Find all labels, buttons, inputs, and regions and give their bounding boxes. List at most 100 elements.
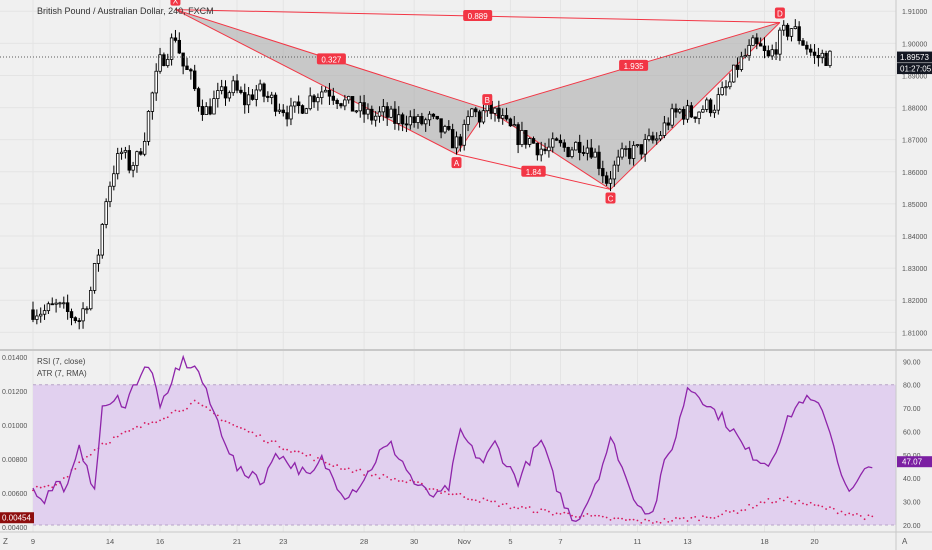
atr-dot — [717, 515, 720, 518]
atr-dot — [66, 475, 69, 478]
price-tick-label: 1.85000 — [902, 202, 927, 209]
atr-dot — [417, 481, 419, 484]
atr-dot — [759, 501, 762, 504]
atr-dot — [782, 499, 785, 502]
atr-dot — [609, 518, 612, 521]
atr-dot — [220, 419, 223, 422]
candle — [266, 91, 270, 103]
candle — [678, 107, 682, 114]
candle — [635, 144, 640, 148]
atr-dot — [463, 496, 466, 498]
atr-dot — [136, 425, 138, 428]
candle — [728, 73, 732, 90]
candle — [200, 99, 205, 121]
candle — [581, 145, 586, 157]
atr-dot — [355, 469, 358, 472]
atr-axis[interactable]: 0.01400 0.01200 0.01000 0.00800 0.00600 0.004… — [2, 355, 27, 532]
candle — [681, 106, 686, 125]
atr-dot — [109, 441, 111, 444]
candle — [624, 145, 628, 157]
candle — [520, 121, 524, 148]
atr-dot — [201, 404, 204, 407]
candle — [539, 141, 543, 162]
atr-dot — [86, 455, 88, 458]
candle — [631, 141, 636, 166]
price-axis[interactable]: 1.91000 1.90000 1.89000 1.88000 1.87000 1.860… — [902, 9, 927, 337]
atr-value-label: 0.00454 — [2, 514, 31, 523]
atr-dot — [343, 468, 346, 471]
atr-dot — [682, 517, 685, 519]
candle — [820, 49, 824, 64]
candle — [828, 50, 832, 68]
atr-dot — [405, 481, 408, 484]
rsi-legend[interactable]: RSI (7, close) — [37, 357, 86, 366]
candle — [701, 105, 705, 113]
atr-dot — [632, 518, 635, 521]
atr-dot — [740, 509, 743, 512]
candle — [674, 103, 678, 118]
price-tick-label: 1.88000 — [902, 106, 927, 113]
candle — [227, 90, 232, 102]
auto-scale-button[interactable]: A — [902, 537, 908, 546]
candle — [474, 106, 478, 118]
symbol-title[interactable]: British Pound / Australian Dollar, 240, … — [37, 6, 214, 16]
pattern-point-d: D — [774, 7, 785, 19]
atr-dot — [713, 517, 716, 519]
candle — [504, 107, 509, 121]
candle — [574, 141, 578, 151]
candle — [797, 21, 801, 45]
candle — [743, 48, 747, 59]
svg-text:X: X — [173, 0, 179, 6]
pattern-leg-cd — [610, 22, 781, 190]
candle — [801, 38, 805, 46]
candle — [42, 304, 47, 320]
candle — [404, 115, 409, 133]
candle — [601, 160, 605, 184]
ratio-label: 0.889 — [463, 10, 493, 22]
zoom-corner-label[interactable]: Z — [3, 537, 8, 546]
atr-dot — [574, 515, 577, 518]
candle — [162, 52, 166, 67]
atr-dot — [628, 518, 631, 521]
atr-dot — [328, 463, 331, 466]
atr-dot — [43, 485, 46, 488]
atr-dot — [705, 516, 708, 519]
indicator-grid — [33, 384, 896, 526]
candle — [273, 92, 278, 117]
candle — [269, 91, 274, 105]
atr-dot — [324, 461, 327, 464]
atr-dot — [517, 507, 519, 510]
atr-dot — [428, 488, 431, 490]
candle — [354, 110, 359, 114]
atr-dot — [598, 514, 600, 517]
candle — [296, 95, 301, 114]
atr-dot — [651, 522, 654, 524]
atr-dot — [151, 421, 154, 424]
atr-dot — [270, 440, 273, 443]
candle — [732, 64, 736, 83]
candle — [751, 35, 755, 46]
candle — [62, 296, 66, 309]
pattern-point-a: A — [451, 157, 462, 169]
atr-dot — [832, 507, 835, 510]
candle — [300, 104, 305, 114]
candle — [65, 294, 70, 320]
atr-dot — [767, 497, 770, 500]
price-tick-label: 1.90000 — [902, 41, 927, 48]
atr-dot — [709, 516, 712, 519]
atr-dot — [205, 406, 208, 408]
candle — [246, 87, 251, 114]
atr-dot — [263, 440, 265, 442]
candle — [81, 302, 85, 329]
atr-dot — [613, 517, 616, 520]
time-axis[interactable]: 9 14 16 21 23 28 30 Nov 5 7 11 13 18 20 — [31, 537, 819, 546]
atr-dot — [120, 432, 123, 435]
atr-dot — [844, 513, 847, 516]
atr-dot — [728, 511, 731, 513]
atr-dot — [817, 504, 820, 507]
atr-dot — [347, 467, 350, 470]
time-tick-label: 16 — [156, 537, 164, 546]
atr-legend[interactable]: ATR (7, RMA) — [37, 369, 87, 378]
pattern-bcd-fill — [487, 22, 780, 190]
